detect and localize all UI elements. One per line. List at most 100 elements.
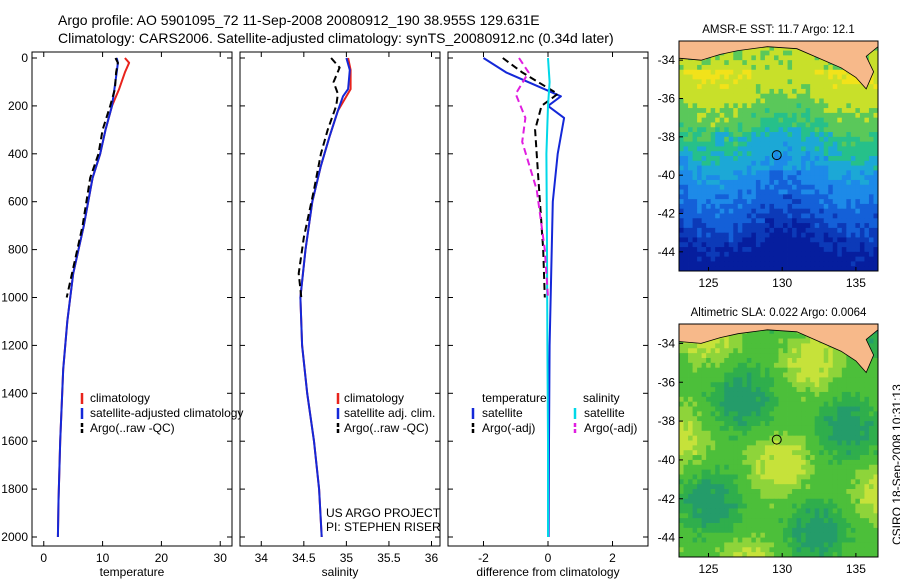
map-cell [805, 194, 811, 200]
map-cell [697, 108, 703, 114]
map-cell [764, 132, 770, 138]
map-cell [764, 348, 770, 354]
map-cell [692, 203, 698, 210]
map-cell [679, 237, 684, 243]
map-cell [810, 64, 816, 71]
map-cell [683, 377, 689, 383]
map-cell [737, 401, 743, 407]
map-cell [810, 117, 816, 123]
map-cell [778, 132, 784, 138]
map-cell [832, 459, 838, 466]
map-cell [719, 103, 725, 109]
map-cell [814, 416, 820, 422]
map-cell [679, 542, 684, 548]
map-cell [737, 218, 743, 224]
map-cell [737, 484, 743, 490]
map-cell [796, 227, 802, 234]
map-cell [742, 542, 748, 548]
map-cell [796, 103, 802, 109]
map-cell [773, 469, 779, 475]
map-cell [773, 421, 779, 427]
map-cell [724, 445, 730, 451]
map-cell [792, 547, 797, 553]
map-cell [764, 242, 770, 248]
map-cell [846, 227, 852, 234]
map-cell [841, 74, 847, 80]
map-cell [751, 127, 757, 133]
map-cell [859, 503, 865, 509]
map-cell [679, 122, 684, 128]
map-cell [810, 242, 816, 248]
map-cell [737, 247, 743, 253]
map-cell [859, 103, 865, 109]
map-cell [764, 489, 770, 495]
map-cell [801, 237, 807, 243]
map-cell [679, 223, 684, 229]
map-cell [715, 79, 721, 85]
map-cell [710, 542, 716, 548]
map-cell [746, 60, 752, 66]
map-cell [719, 88, 725, 95]
map-cell [764, 396, 770, 403]
map-cell [710, 523, 716, 529]
map-cell [837, 175, 843, 181]
map-cell [823, 60, 829, 66]
map-cell [841, 103, 847, 109]
map-cell [873, 146, 879, 152]
map-cell [783, 430, 788, 437]
map-cell [769, 469, 775, 475]
map-cell [710, 93, 716, 99]
map-cell [810, 237, 816, 243]
map-cell [841, 151, 847, 157]
map-cell [873, 450, 879, 456]
map-cell [728, 69, 734, 75]
map-cell [823, 450, 829, 456]
map-cell [697, 391, 703, 398]
map-cell [819, 136, 825, 143]
map-cell [855, 464, 861, 471]
map-cell [710, 445, 716, 451]
map-cell [787, 552, 793, 558]
map-cell [796, 218, 802, 224]
map-cell [688, 146, 693, 152]
map-cell [850, 416, 856, 422]
map-cell [850, 88, 856, 95]
map-cell [692, 469, 698, 475]
map-cell [697, 464, 703, 471]
map-cell [737, 69, 743, 75]
map-cell [751, 513, 757, 519]
map-cell [855, 170, 861, 176]
map-cell [737, 112, 743, 119]
map-cell [855, 421, 861, 427]
map-cell [873, 132, 879, 138]
map-cell [764, 218, 770, 224]
map-cell [855, 242, 861, 248]
map-cell [764, 127, 770, 133]
map-cell [859, 537, 865, 543]
map-cell [873, 518, 879, 524]
map-cell [710, 151, 716, 157]
map-cell [746, 237, 752, 243]
map-cell [715, 189, 721, 195]
map-cell [859, 184, 865, 190]
map-cell [823, 160, 829, 166]
map-cell [868, 372, 874, 378]
map-cell [841, 218, 847, 224]
map-cell [814, 141, 820, 147]
map-cell [814, 547, 820, 553]
map-cell [868, 117, 874, 123]
map-cell [751, 50, 757, 56]
map-cell [805, 237, 811, 243]
map-cell [683, 416, 689, 422]
y-tick-label: 1400 [1, 386, 28, 400]
map-cell [733, 203, 739, 210]
map-cell [810, 88, 816, 95]
map-cell [697, 237, 703, 243]
map-cell [760, 208, 766, 214]
map-cell [783, 156, 788, 162]
map-cell [783, 411, 788, 417]
map-cell [746, 165, 752, 171]
map-cell [846, 445, 852, 451]
map-cell [683, 440, 689, 446]
